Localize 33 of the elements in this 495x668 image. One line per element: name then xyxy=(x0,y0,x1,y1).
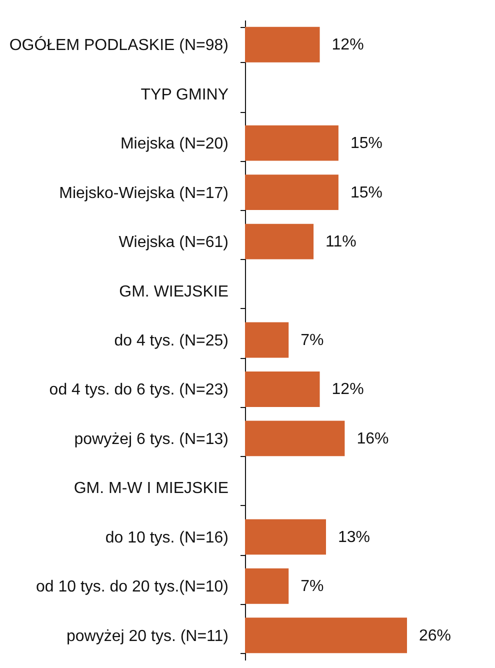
bar xyxy=(245,26,320,62)
y-tick-label: powyżej 6 tys. (N=13) xyxy=(74,430,228,448)
data-label: 26% xyxy=(419,627,452,644)
y-tick-label: TYP GMINY xyxy=(140,86,229,104)
y-tick-label: do 4 tys. (N=25) xyxy=(114,332,228,350)
bar xyxy=(245,420,345,456)
y-tick-label: OGÓŁEM PODLASKIE (N=98) xyxy=(9,36,228,54)
y-tick-label: Miejska (N=20) xyxy=(120,136,228,153)
data-label: 11% xyxy=(326,234,356,251)
bar xyxy=(245,322,289,358)
y-tick-label: od 4 tys. do 6 tys. (N=23) xyxy=(49,382,228,399)
data-label: 12% xyxy=(332,36,364,54)
bar xyxy=(245,224,314,260)
bar xyxy=(245,519,326,555)
data-label: 13% xyxy=(338,528,370,546)
y-tick-label: do 10 tys. (N=16) xyxy=(105,529,228,546)
y-tick-label: GM. WIEJSKIE xyxy=(119,283,228,300)
y-tick-label: GM. M-W I MIEJSKIE xyxy=(74,480,228,498)
data-label: 7% xyxy=(300,578,324,596)
data-label: 15% xyxy=(350,184,382,202)
bar xyxy=(245,125,338,161)
y-tick-label: powyżej 20 tys. (N=11) xyxy=(66,628,228,645)
data-label: 12% xyxy=(332,381,364,398)
bar xyxy=(245,174,338,210)
bar xyxy=(245,372,320,407)
bar xyxy=(245,618,407,654)
data-label: 7% xyxy=(300,332,324,349)
data-label: 16% xyxy=(356,430,389,448)
bar xyxy=(245,568,289,604)
y-tick-label: Wiejska (N=61) xyxy=(118,234,228,252)
data-label: 15% xyxy=(350,135,382,152)
y-tick-label: od 10 tys. do 20 tys.(N=10) xyxy=(36,578,228,596)
y-tick-label: Miejsko-Wiejska (N=17) xyxy=(59,184,228,202)
